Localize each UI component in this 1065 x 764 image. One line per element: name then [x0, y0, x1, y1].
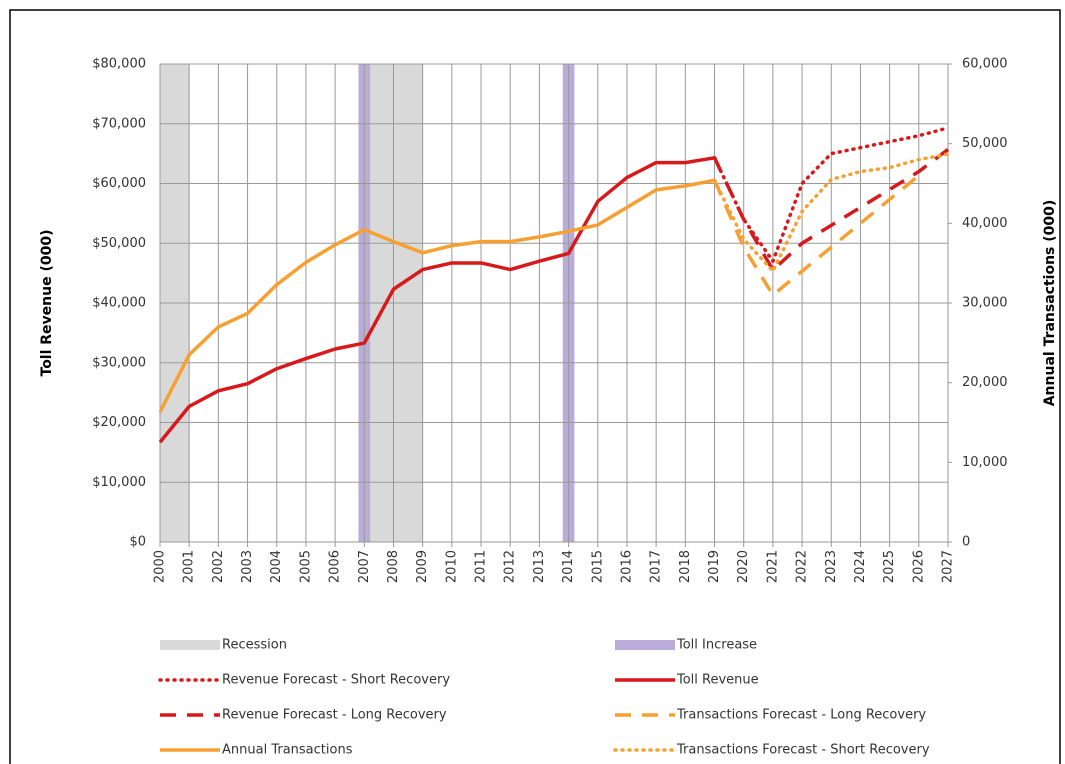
legend-label: Recession	[222, 638, 287, 653]
legend-label: Transactions Forecast - Long Recovery	[676, 708, 926, 723]
x-tick-label: 2010	[444, 550, 459, 583]
legend-label: Annual Transactions	[222, 743, 353, 758]
x-tick-label: 2020	[736, 550, 751, 583]
x-tick-label: 2012	[503, 550, 518, 583]
series-line	[712, 148, 950, 272]
series-line	[712, 152, 950, 273]
y2-tick-label: 10,000	[962, 455, 1008, 470]
x-tick-label: 2000	[153, 550, 168, 583]
x-tick-label: 2009	[415, 550, 430, 583]
x-tick-label: 2015	[590, 550, 605, 583]
x-tick-label: 2025	[882, 550, 897, 583]
legend-label: Revenue Forecast - Short Recovery	[222, 673, 450, 688]
legend-label: Transactions Forecast - Short Recovery	[676, 743, 930, 758]
x-tick-label: 2018	[678, 550, 693, 583]
legend-label: Toll Increase	[676, 638, 757, 653]
x-tick-label: 2003	[240, 550, 255, 583]
y2-tick-label: 40,000	[962, 216, 1008, 231]
x-tick-label: 2004	[269, 550, 284, 583]
x-tick-label: 2006	[328, 550, 343, 583]
y-tick-label: $10,000	[92, 475, 146, 490]
y2-tick-label: 0	[962, 535, 970, 550]
y-tick-label: $40,000	[92, 296, 146, 311]
x-tick-label: 2007	[357, 550, 372, 583]
series-line	[712, 174, 920, 297]
x-tick-label: 2024	[853, 550, 868, 583]
x-tick-label: 2021	[765, 550, 780, 583]
x-tick-label: 2001	[182, 550, 197, 583]
y-tick-label: $50,000	[92, 236, 146, 251]
x-tick-label: 2014	[561, 550, 576, 583]
x-tick-label: 2022	[795, 550, 810, 583]
x-tick-label: 2008	[386, 550, 401, 583]
frame	[9, 9, 1061, 764]
y-tick-label: $20,000	[92, 415, 146, 430]
legend-swatch	[615, 640, 675, 650]
x-tick-label: 2011	[474, 550, 489, 583]
y2-tick-label: 20,000	[962, 375, 1008, 390]
x-tick-label: 2013	[532, 550, 547, 583]
x-tick-label: 2005	[298, 550, 313, 583]
x-tick-label: 2026	[911, 550, 926, 583]
y2-tick-label: 50,000	[962, 136, 1008, 151]
y-tick-label: $30,000	[92, 355, 146, 370]
x-tick-label: 2016	[619, 550, 634, 583]
series-line	[158, 156, 715, 444]
y-tick-label: $60,000	[92, 176, 146, 191]
legend-swatch	[160, 640, 220, 650]
x-tick-label: 2002	[211, 550, 226, 583]
x-tick-label: 2027	[941, 550, 956, 583]
y-tick-label: $80,000	[92, 57, 146, 72]
series-line	[158, 178, 715, 413]
legend-label: Toll Revenue	[676, 673, 759, 688]
y2-axis-label: Annual Transactions (000)	[1042, 200, 1058, 407]
x-tick-label: 2019	[707, 550, 722, 583]
y-axis-label: Toll Revenue (000)	[39, 230, 55, 377]
x-tick-label: 2017	[649, 550, 664, 583]
y2-tick-label: 60,000	[962, 57, 1008, 72]
legend-label: Revenue Forecast - Long Recovery	[222, 708, 447, 723]
y-tick-label: $0	[129, 535, 146, 550]
y2-tick-label: 30,000	[962, 296, 1008, 311]
x-tick-label: 2023	[824, 550, 839, 583]
y-tick-label: $70,000	[92, 116, 146, 131]
